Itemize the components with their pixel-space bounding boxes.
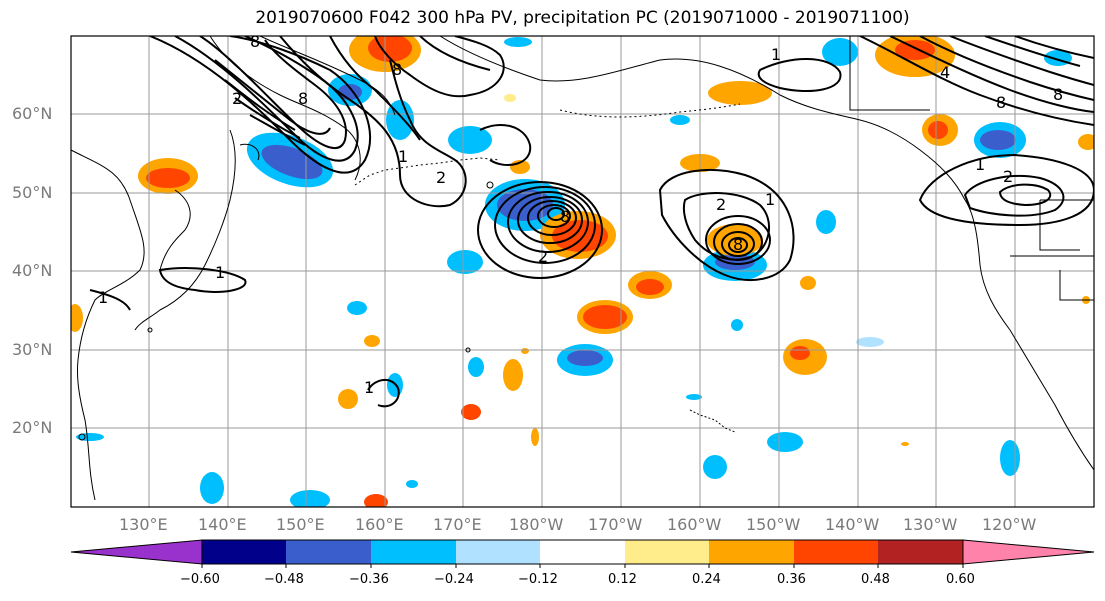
lon-label: 170°W [588, 515, 643, 534]
colorbar-tick-label: −0.12 [518, 572, 558, 587]
lon-label: 140°W [825, 515, 880, 534]
contour-label: 8 [560, 207, 570, 226]
colorbar-segment [962, 539, 1095, 565]
lat-label: 40°N [12, 261, 53, 280]
contour-label: 8 [250, 32, 260, 51]
colorbar-segment [70, 539, 203, 565]
colorbar-segment [286, 540, 371, 564]
graticule [71, 36, 1094, 507]
colorbar-tick-label: −0.24 [434, 572, 474, 587]
colorbar-segment [371, 540, 456, 564]
lon-label: 150°E [276, 515, 325, 534]
coastlines [71, 36, 1094, 501]
colorbar-segment [456, 540, 540, 564]
lon-label: 160°E [355, 515, 404, 534]
lon-label: 160°W [667, 515, 722, 534]
lat-label: 60°N [12, 104, 53, 123]
lon-label: 130°W [903, 515, 958, 534]
contour-label: 2 [436, 168, 446, 187]
pv-contours [89, 36, 1094, 408]
colorbar-segment [202, 540, 286, 564]
contour-label: 1 [975, 155, 985, 174]
contour-label: 1 [398, 147, 408, 166]
contour-label: 2 [1003, 167, 1013, 186]
colorbar-segment [878, 540, 963, 564]
lat-label: 50°N [12, 183, 53, 202]
colorbar-tick-label: 0.24 [692, 572, 721, 587]
contour-labels: 8 2 8 8 1 2 2 8 1 1 2 8 1 1 1 4 8 8 2 1 [98, 32, 1063, 397]
contour-label: 8 [392, 60, 402, 79]
colorbar-segment [709, 540, 794, 564]
contour-label: 2 [716, 195, 726, 214]
lat-label: 30°N [12, 340, 53, 359]
contour-label: 8 [996, 93, 1006, 112]
colorbar-tick-label: 0.36 [777, 572, 806, 587]
contour-label: 2 [232, 89, 242, 108]
lat-label: 20°N [12, 418, 53, 437]
contour-label: 2 [538, 247, 548, 266]
colorbar-tick-label: −0.48 [264, 572, 304, 587]
colorbar-tick-label: 0.12 [608, 572, 637, 587]
colorbar-tick-label: 0.48 [861, 572, 890, 587]
colorbar-tick-label: 0.60 [946, 572, 975, 587]
colorbar-segment [625, 540, 709, 564]
colorbar-tick-label: −0.36 [349, 572, 389, 587]
contour-label: 1 [215, 263, 225, 282]
map-title: 2019070600 F042 300 hPa PV, precipitatio… [255, 8, 910, 28]
contour-label: 8 [298, 89, 308, 108]
contour-label: 1 [771, 45, 781, 64]
colorbar [70, 539, 1095, 568]
lon-label: 180°W [509, 515, 564, 534]
positive-anomaly [71, 36, 1094, 507]
contour-label: 1 [765, 190, 775, 209]
contour-label: 1 [364, 378, 374, 397]
contour-label: 8 [733, 235, 743, 254]
contour-label: 8 [1053, 85, 1063, 104]
lon-label: 140°E [198, 515, 247, 534]
lon-label: 130°E [119, 515, 168, 534]
lon-label: 150°W [746, 515, 801, 534]
contour-label: 4 [940, 63, 950, 82]
negative-anomaly [76, 37, 1072, 507]
colorbar-segment [794, 540, 878, 564]
contour-label: 1 [98, 288, 108, 307]
lon-label: 120°W [982, 515, 1037, 534]
colorbar-tick-label: −0.60 [180, 572, 220, 587]
lon-label: 170°E [433, 515, 482, 534]
map-frame [70, 35, 1095, 508]
colorbar-segment [540, 540, 625, 564]
